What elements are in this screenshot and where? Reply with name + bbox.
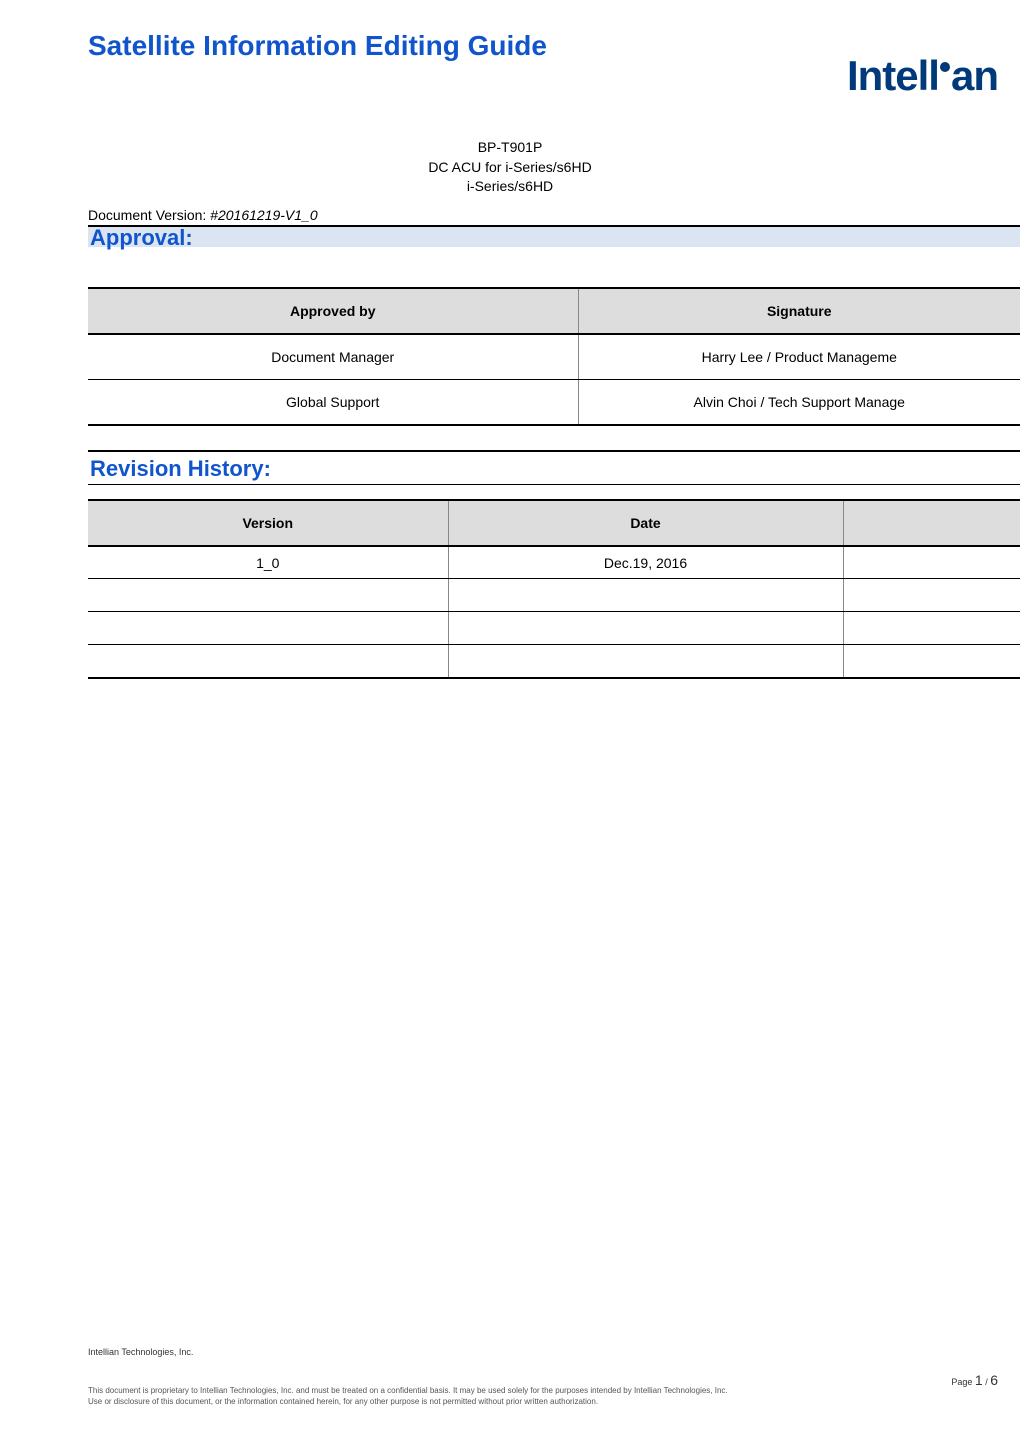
revision-cell [448,645,843,678]
revision-table: Version Date 1_0 Dec.19, 2016 [88,499,1020,679]
table-row: 1_0 Dec.19, 2016 [88,546,1020,579]
table-row [88,612,1020,645]
document-version: Document Version: #20161219-V1_0 [88,207,1020,223]
footer-disclaimer-line: Use or disclosure of this document, or t… [88,1397,998,1407]
doc-version-value: #20161219-V1_0 [210,207,317,223]
footer-disclaimer-line: This document is proprietary to Intellia… [88,1386,998,1396]
page-total: 6 [990,1372,998,1388]
revision-header-cell: Date [448,500,843,546]
page-current: 1 [975,1372,983,1388]
company-logo: Intell an [847,52,998,100]
revision-cell: 1_0 [88,546,448,579]
table-row [88,645,1020,678]
approval-table: Approved by Signature Document Manager H… [88,287,1020,426]
revision-cell [448,612,843,645]
approval-section-header: Approval: [88,225,1020,273]
revision-cell [88,579,448,612]
revision-cell: Dec.19, 2016 [448,546,843,579]
approval-header-cell: Approved by [88,288,578,334]
approval-cell: Global Support [88,379,578,425]
approval-cell: Harry Lee / Product Manageme [578,334,1020,380]
revision-cell [448,579,843,612]
logo-dot-icon [940,62,950,72]
page-footer: Intellian Technologies, Inc. Page 1 / 6 … [88,1347,998,1407]
revision-title: Revision History: [88,450,1020,485]
doc-version-label: Document Version: [88,207,210,223]
revision-cell [843,579,1020,612]
approval-cell: Alvin Choi / Tech Support Manage [578,379,1020,425]
logo-text-part2: an [951,52,998,99]
table-header-row: Approved by Signature [88,288,1020,334]
revision-header-cell [843,500,1020,546]
footer-company: Intellian Technologies, Inc. [88,1347,998,1359]
subtitle-line: DC ACU for i-Series/s6HD [0,158,1020,178]
subtitle-block: BP-T901P DC ACU for i-Series/s6HD i-Seri… [0,138,1020,197]
revision-cell [843,546,1020,579]
table-header-row: Version Date [88,500,1020,546]
revision-cell [843,612,1020,645]
document-page: Satellite Information Editing Guide Inte… [0,0,1020,1443]
revision-cell [88,612,448,645]
page-label: Page [951,1377,975,1387]
revision-cell [843,645,1020,678]
revision-cell [88,645,448,678]
table-row [88,579,1020,612]
table-row: Document Manager Harry Lee / Product Man… [88,334,1020,380]
approval-cell: Document Manager [88,334,578,380]
logo-text-part1: Intell [847,52,939,99]
table-row: Global Support Alvin Choi / Tech Support… [88,379,1020,425]
approval-title: Approval: [88,225,1020,251]
page-number: Page 1 / 6 [951,1371,998,1389]
subtitle-line: i-Series/s6HD [0,177,1020,197]
revision-header-cell: Version [88,500,448,546]
revision-section: Revision History: [0,450,1020,485]
approval-header-cell: Signature [578,288,1020,334]
subtitle-line: BP-T901P [0,138,1020,158]
